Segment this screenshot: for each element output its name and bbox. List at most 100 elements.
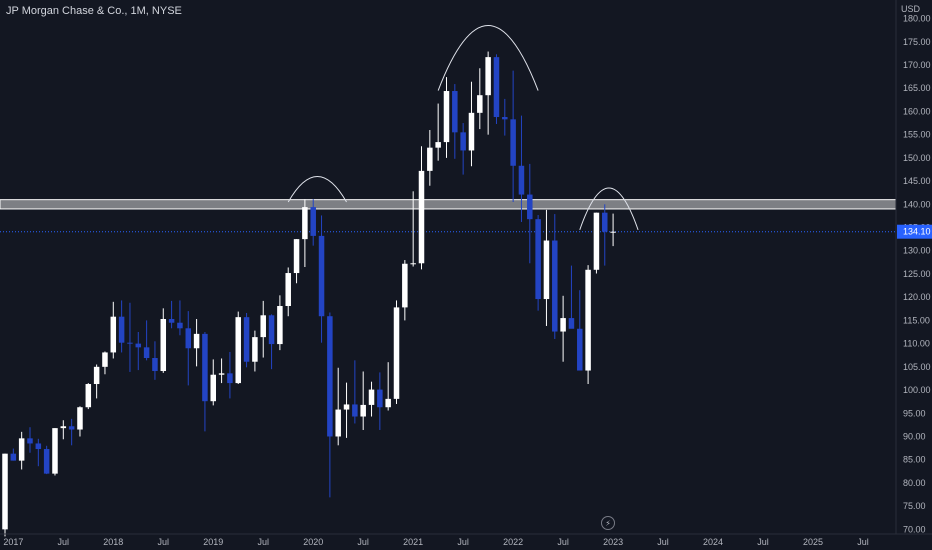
- price-tick-label: 165.00: [903, 83, 931, 93]
- candle[interactable]: [2, 453, 8, 537]
- candle-body: [427, 147, 433, 171]
- candle[interactable]: [43, 445, 50, 475]
- candle[interactable]: [410, 191, 416, 267]
- time-tick-label: Jul: [557, 537, 569, 547]
- candle[interactable]: [302, 199, 308, 267]
- candle[interactable]: [68, 418, 75, 446]
- candle[interactable]: [127, 302, 133, 372]
- candle[interactable]: [435, 103, 441, 161]
- time-tick-label: Jul: [457, 537, 469, 547]
- candle[interactable]: [335, 367, 341, 446]
- candle[interactable]: [535, 214, 541, 311]
- candle[interactable]: [502, 98, 508, 136]
- candle[interactable]: [460, 123, 466, 175]
- candle[interactable]: [527, 163, 533, 264]
- candle[interactable]: [110, 301, 117, 359]
- candle[interactable]: [393, 300, 400, 404]
- candle-body: [518, 165, 525, 195]
- price-tick-label: 140.00: [903, 199, 931, 209]
- candle[interactable]: [227, 351, 233, 399]
- candle[interactable]: [418, 146, 425, 270]
- candle[interactable]: [577, 290, 583, 371]
- candle[interactable]: [252, 330, 258, 372]
- candle[interactable]: [143, 320, 150, 361]
- candle[interactable]: [27, 427, 33, 453]
- candle[interactable]: [202, 332, 208, 432]
- candle-body: [552, 240, 558, 332]
- time-axis[interactable]: 2017 Jul 2018 Jul 2019 Jul 2020 Jul 2021 Jul 2022 J…: [3, 537, 868, 547]
- time-tick-label: 2022: [503, 537, 523, 547]
- candle[interactable]: [77, 406, 83, 437]
- candle[interactable]: [277, 295, 283, 351]
- candle[interactable]: [235, 311, 241, 385]
- candle[interactable]: [118, 300, 125, 353]
- candle[interactable]: [593, 212, 600, 274]
- resistance-zone[interactable]: [0, 199, 897, 210]
- candle[interactable]: [327, 312, 333, 498]
- candle[interactable]: [285, 267, 291, 317]
- price-axis[interactable]: 70.00 75.00 80.00 85.00 90.00 95.00 100.00 105.…: [897, 14, 932, 535]
- candle[interactable]: [568, 265, 575, 329]
- candle[interactable]: [152, 341, 158, 380]
- candle[interactable]: [52, 428, 58, 476]
- candle[interactable]: [293, 239, 300, 284]
- candle[interactable]: [385, 362, 391, 411]
- candle[interactable]: [477, 68, 483, 130]
- candle[interactable]: [443, 77, 450, 158]
- candle[interactable]: [510, 70, 516, 202]
- candle[interactable]: [468, 81, 475, 167]
- candle-body: [27, 438, 33, 444]
- resistance-zone-layer: [0, 199, 897, 210]
- candle[interactable]: [193, 319, 200, 367]
- candle[interactable]: [218, 358, 225, 384]
- candle[interactable]: [18, 431, 25, 470]
- candle[interactable]: [260, 300, 266, 358]
- candle[interactable]: [585, 265, 591, 385]
- candle[interactable]: [368, 381, 375, 417]
- time-tick-label: 2025: [803, 537, 823, 547]
- candle[interactable]: [210, 359, 217, 406]
- head-arc[interactable]: [437, 25, 539, 91]
- candle-body: [202, 333, 208, 402]
- candle[interactable]: [377, 372, 383, 430]
- candle[interactable]: [185, 311, 192, 386]
- candle[interactable]: [10, 448, 17, 461]
- candle[interactable]: [60, 420, 67, 440]
- candle[interactable]: [310, 199, 316, 246]
- candle[interactable]: [168, 300, 175, 329]
- candle[interactable]: [610, 213, 616, 247]
- candle[interactable]: [93, 364, 100, 399]
- candle[interactable]: [318, 215, 325, 343]
- right-shoulder-arc[interactable]: [579, 187, 639, 231]
- candle[interactable]: [485, 51, 491, 135]
- candle[interactable]: [102, 351, 108, 375]
- candle[interactable]: [243, 312, 250, 368]
- candle[interactable]: [343, 382, 350, 438]
- candle[interactable]: [352, 360, 358, 424]
- candle[interactable]: [268, 314, 275, 370]
- candles: [2, 51, 616, 537]
- last-price-tag[interactable]: 134.10: [897, 224, 932, 239]
- candle[interactable]: [135, 332, 142, 371]
- candle[interactable]: [402, 260, 408, 321]
- candle[interactable]: [493, 54, 500, 124]
- candle[interactable]: [85, 383, 92, 410]
- candle[interactable]: [518, 115, 525, 222]
- candle-body: [235, 317, 241, 384]
- price-tick-label: 175.00: [903, 37, 931, 47]
- candle[interactable]: [177, 300, 183, 336]
- left-shoulder-arc[interactable]: [287, 175, 347, 203]
- candle[interactable]: [602, 204, 608, 266]
- candle[interactable]: [543, 209, 550, 326]
- candle[interactable]: [560, 295, 566, 362]
- candle[interactable]: [160, 308, 167, 373]
- candle[interactable]: [452, 84, 458, 159]
- time-tick-label: 2019: [203, 537, 223, 547]
- candle[interactable]: [427, 130, 433, 186]
- lightning-icon[interactable]: ⚡: [601, 516, 615, 530]
- candle[interactable]: [552, 214, 558, 339]
- candle[interactable]: [35, 438, 42, 467]
- price-tick-label: 110.00: [903, 339, 930, 349]
- candle[interactable]: [360, 371, 366, 430]
